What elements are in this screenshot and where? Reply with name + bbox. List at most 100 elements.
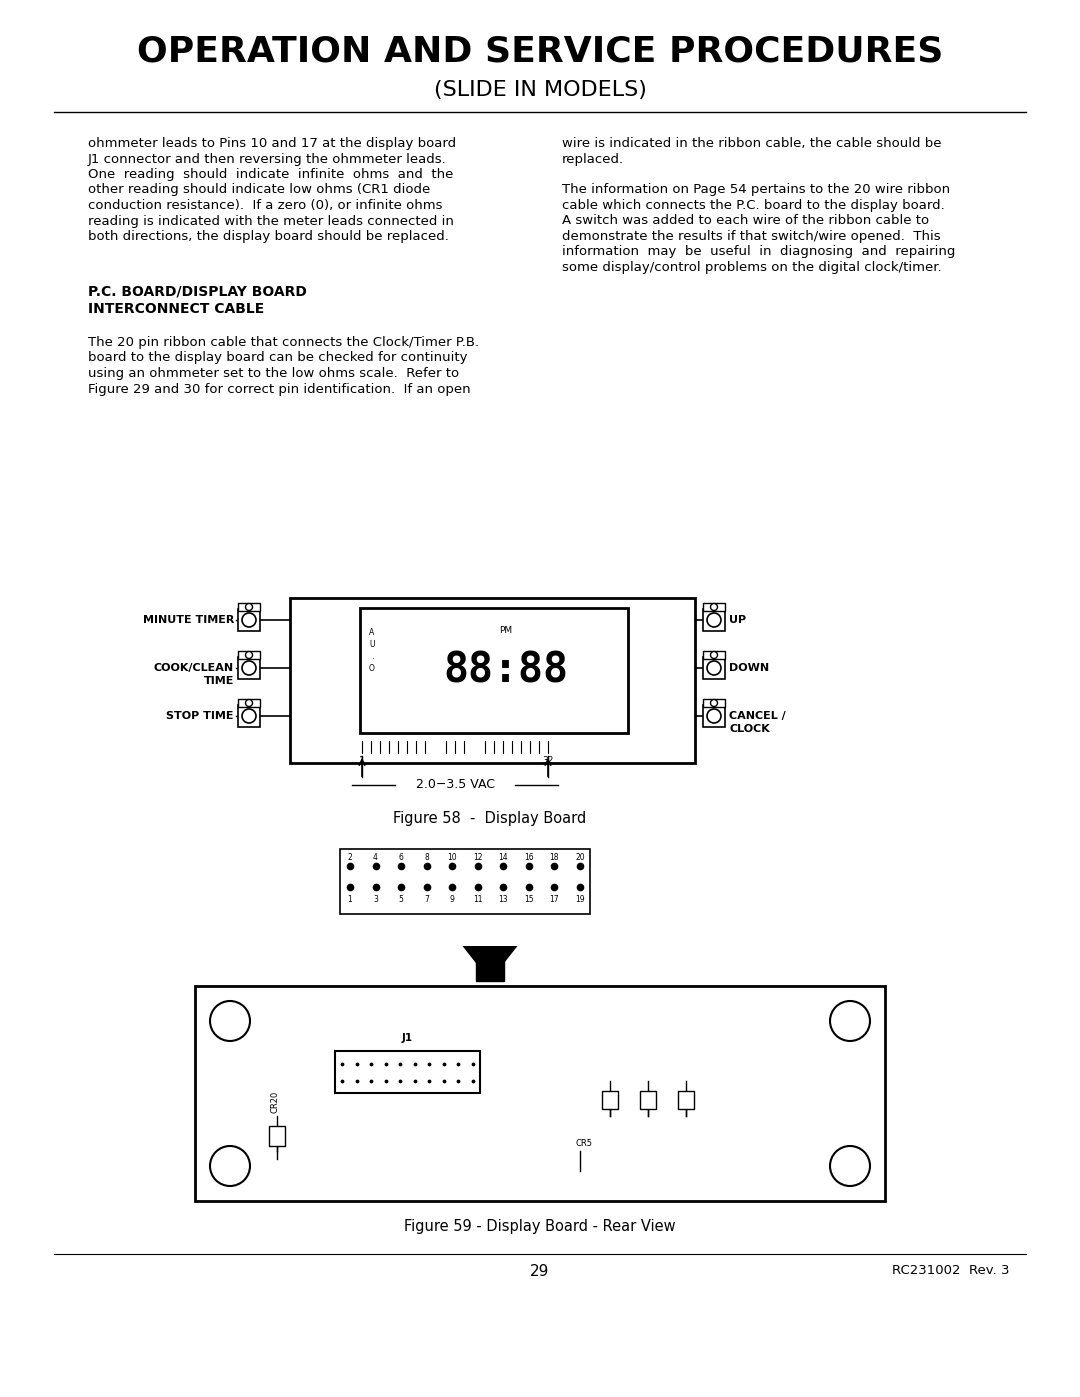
Text: 4: 4 — [373, 854, 378, 862]
Bar — [703, 698, 725, 707]
Circle shape — [242, 613, 256, 627]
Bar — [238, 651, 260, 659]
Text: ohmmeter leads to Pins 10 and 17 at the display board: ohmmeter leads to Pins 10 and 17 at the … — [87, 137, 456, 149]
Text: 16: 16 — [524, 854, 534, 862]
Text: replaced.: replaced. — [562, 152, 624, 165]
Circle shape — [210, 1146, 249, 1186]
Text: 14: 14 — [499, 854, 509, 862]
Bar — [703, 609, 725, 631]
Circle shape — [831, 1146, 870, 1186]
Text: The 20 pin ribbon cable that connects the Clock/Timer P.B.: The 20 pin ribbon cable that connects th… — [87, 337, 480, 349]
Circle shape — [210, 1002, 249, 1041]
Text: The information on Page 54 pertains to the 20 wire ribbon: The information on Page 54 pertains to t… — [562, 183, 950, 197]
Text: PM: PM — [499, 626, 512, 636]
Bar — [195, 986, 885, 1201]
Text: Figure 58  -  Display Board: Figure 58 - Display Board — [393, 812, 586, 826]
Bar — [703, 651, 725, 659]
Bar — [238, 604, 260, 610]
Text: cable which connects the P.C. board to the display board.: cable which connects the P.C. board to t… — [562, 198, 945, 212]
Text: OPERATION AND SERVICE PROCEDURES: OPERATION AND SERVICE PROCEDURES — [137, 35, 943, 68]
Text: 15: 15 — [524, 895, 534, 904]
Text: using an ohmmeter set to the low ohms scale.  Refer to: using an ohmmeter set to the low ohms sc… — [87, 367, 459, 380]
Text: demonstrate the results if that switch/wire opened.  This: demonstrate the results if that switch/w… — [562, 231, 941, 243]
Text: 3: 3 — [373, 895, 378, 904]
Text: A switch was added to each wire of the ribbon cable to: A switch was added to each wire of the r… — [562, 215, 929, 228]
Text: J1: J1 — [402, 1032, 413, 1044]
Text: 11: 11 — [473, 895, 483, 904]
Text: wire is indicated in the ribbon cable, the cable should be: wire is indicated in the ribbon cable, t… — [562, 137, 942, 149]
Circle shape — [242, 710, 256, 724]
Text: 9: 9 — [449, 895, 455, 904]
Text: 17: 17 — [550, 895, 559, 904]
Text: TIME: TIME — [204, 676, 234, 686]
Text: CLOCK: CLOCK — [729, 724, 770, 733]
Text: O: O — [369, 664, 375, 673]
Text: 8: 8 — [424, 854, 429, 862]
Text: J1 connector and then reversing the ohmmeter leads.: J1 connector and then reversing the ohmm… — [87, 152, 447, 165]
Circle shape — [707, 710, 721, 724]
Text: STOP TIME: STOP TIME — [166, 711, 234, 721]
Polygon shape — [462, 946, 517, 981]
Text: 18: 18 — [550, 854, 559, 862]
Text: 1: 1 — [360, 756, 365, 766]
Bar — [476, 951, 504, 981]
Circle shape — [711, 700, 717, 707]
Text: (SLIDE IN MODELS): (SLIDE IN MODELS) — [433, 80, 647, 101]
Bar — [291, 598, 696, 763]
Text: 12: 12 — [473, 854, 483, 862]
Text: 2: 2 — [348, 854, 352, 862]
Text: INTERCONNECT CABLE: INTERCONNECT CABLE — [87, 302, 265, 316]
Bar — [678, 1091, 694, 1109]
Bar — [703, 657, 725, 679]
Text: 5: 5 — [399, 895, 404, 904]
Circle shape — [707, 661, 721, 675]
Bar — [703, 604, 725, 610]
Circle shape — [245, 604, 253, 610]
Circle shape — [711, 604, 717, 610]
Text: COOK/CLEAN: COOK/CLEAN — [153, 664, 234, 673]
Text: 32: 32 — [542, 756, 554, 766]
Text: 88:88: 88:88 — [444, 650, 568, 692]
Text: both directions, the display board should be replaced.: both directions, the display board shoul… — [87, 231, 449, 243]
Text: 2.0−3.5 VAC: 2.0−3.5 VAC — [411, 778, 499, 792]
Text: board to the display board can be checked for continuity: board to the display board can be checke… — [87, 352, 468, 365]
Text: CANCEL /: CANCEL / — [729, 711, 786, 721]
Text: CR20: CR20 — [270, 1091, 280, 1113]
Text: some display/control problems on the digital clock/timer.: some display/control problems on the dig… — [562, 261, 942, 274]
Text: A: A — [369, 629, 375, 637]
Text: Figure 59 - Display Board - Rear View: Figure 59 - Display Board - Rear View — [404, 1220, 676, 1234]
Text: reading is indicated with the meter leads connected in: reading is indicated with the meter lead… — [87, 215, 454, 228]
Bar — [640, 1091, 656, 1109]
Text: MINUTE TIMER: MINUTE TIMER — [143, 615, 234, 624]
Text: conduction resistance).  If a zero (0), or infinite ohms: conduction resistance). If a zero (0), o… — [87, 198, 443, 212]
Text: P.C. BOARD/DISPLAY BOARD: P.C. BOARD/DISPLAY BOARD — [87, 285, 307, 299]
Text: 29: 29 — [530, 1264, 550, 1280]
Text: other reading should indicate low ohms (CR1 diode: other reading should indicate low ohms (… — [87, 183, 430, 197]
Bar — [238, 657, 260, 679]
Circle shape — [245, 651, 253, 658]
Bar — [602, 1091, 618, 1109]
Bar — [335, 1051, 480, 1092]
Circle shape — [245, 700, 253, 707]
Circle shape — [711, 651, 717, 658]
Text: 13: 13 — [499, 895, 509, 904]
Bar — [703, 705, 725, 726]
Text: CR5: CR5 — [575, 1139, 592, 1148]
Bar — [360, 608, 627, 733]
Bar — [238, 609, 260, 631]
Text: UP: UP — [729, 615, 746, 624]
Text: 20: 20 — [576, 854, 584, 862]
Bar — [238, 705, 260, 726]
Text: information  may  be  useful  in  diagnosing  and  repairing: information may be useful in diagnosing … — [562, 246, 956, 258]
Text: 7: 7 — [424, 895, 429, 904]
Circle shape — [831, 1002, 870, 1041]
Bar — [269, 1126, 285, 1146]
Text: One  reading  should  indicate  infinite  ohms  and  the: One reading should indicate infinite ohm… — [87, 168, 454, 182]
Text: Figure 29 and 30 for correct pin identification.  If an open: Figure 29 and 30 for correct pin identif… — [87, 383, 471, 395]
Text: U: U — [369, 640, 375, 650]
Bar — [238, 698, 260, 707]
Text: 19: 19 — [576, 895, 584, 904]
Text: .: . — [370, 652, 374, 661]
Text: DOWN: DOWN — [729, 664, 769, 673]
Text: 6: 6 — [399, 854, 404, 862]
